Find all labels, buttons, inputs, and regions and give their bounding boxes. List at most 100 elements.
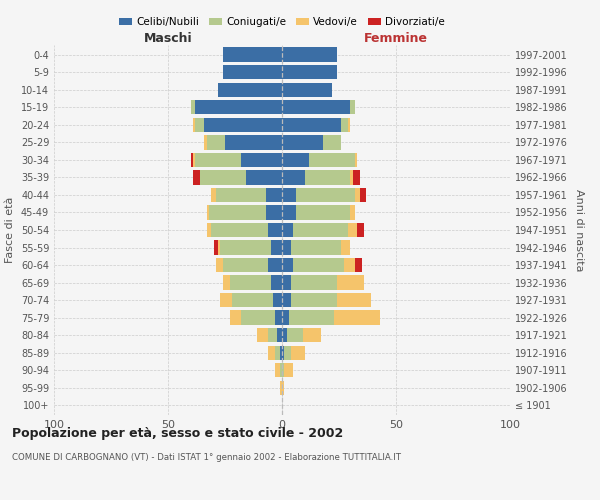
Bar	[266, 206, 282, 220]
Bar	[341, 240, 350, 254]
Bar	[200, 170, 245, 184]
Bar	[230, 310, 241, 325]
Bar	[211, 188, 216, 202]
Bar	[275, 346, 280, 360]
Bar	[293, 258, 344, 272]
Bar	[273, 293, 282, 308]
Bar	[289, 310, 334, 325]
Bar	[280, 380, 282, 395]
Bar	[282, 188, 296, 202]
Bar	[257, 328, 268, 342]
Bar	[196, 118, 205, 132]
Bar	[355, 258, 362, 272]
Bar	[223, 65, 282, 80]
Bar	[207, 135, 225, 150]
Bar	[266, 188, 282, 202]
Bar	[282, 380, 284, 395]
Bar	[241, 152, 282, 167]
Bar	[350, 100, 355, 114]
Bar	[205, 135, 207, 150]
Bar	[223, 276, 230, 290]
Bar	[310, 152, 355, 167]
Bar	[191, 152, 193, 167]
Bar	[282, 48, 337, 62]
Bar	[275, 310, 282, 325]
Bar	[282, 152, 310, 167]
Bar	[207, 206, 209, 220]
Bar	[348, 118, 350, 132]
Bar	[225, 135, 282, 150]
Bar	[305, 170, 350, 184]
Bar	[291, 293, 337, 308]
Bar	[216, 188, 266, 202]
Bar	[193, 152, 196, 167]
Bar	[337, 276, 364, 290]
Bar	[191, 100, 196, 114]
Bar	[282, 135, 323, 150]
Bar	[291, 346, 305, 360]
Text: Popolazione per età, sesso e stato civile - 2002: Popolazione per età, sesso e stato civil…	[12, 428, 343, 440]
Bar	[341, 118, 348, 132]
Bar	[268, 346, 275, 360]
Bar	[196, 100, 282, 114]
Bar	[282, 276, 291, 290]
Bar	[209, 206, 266, 220]
Bar	[223, 258, 268, 272]
Bar	[282, 258, 293, 272]
Bar	[282, 65, 337, 80]
Bar	[287, 328, 302, 342]
Bar	[280, 363, 282, 378]
Bar	[220, 293, 232, 308]
Bar	[282, 82, 332, 97]
Text: Femmine: Femmine	[364, 32, 428, 45]
Bar	[211, 223, 268, 237]
Bar	[268, 328, 277, 342]
Bar	[284, 346, 291, 360]
Bar	[268, 258, 282, 272]
Text: COMUNE DI CARBOGNANO (VT) - Dati ISTAT 1° gennaio 2002 - Elaborazione TUTTITALIA: COMUNE DI CARBOGNANO (VT) - Dati ISTAT 1…	[12, 452, 401, 462]
Bar	[296, 206, 350, 220]
Bar	[348, 223, 357, 237]
Bar	[284, 363, 293, 378]
Bar	[282, 118, 341, 132]
Y-axis label: Anni di nascita: Anni di nascita	[574, 188, 584, 271]
Bar	[277, 328, 282, 342]
Bar	[355, 188, 359, 202]
Bar	[323, 135, 341, 150]
Bar	[232, 293, 273, 308]
Bar	[337, 293, 371, 308]
Bar	[282, 223, 293, 237]
Bar	[282, 293, 291, 308]
Bar	[282, 100, 350, 114]
Bar	[205, 118, 282, 132]
Bar	[334, 310, 380, 325]
Bar	[271, 276, 282, 290]
Bar	[344, 258, 355, 272]
Bar	[268, 223, 282, 237]
Bar	[196, 152, 241, 167]
Bar	[353, 170, 359, 184]
Bar	[282, 346, 284, 360]
Bar	[193, 170, 200, 184]
Bar	[350, 206, 355, 220]
Bar	[359, 188, 367, 202]
Bar	[355, 152, 357, 167]
Bar	[282, 328, 287, 342]
Bar	[207, 223, 211, 237]
Bar	[220, 240, 271, 254]
Bar	[291, 240, 341, 254]
Bar	[282, 240, 291, 254]
Y-axis label: Fasce di età: Fasce di età	[5, 197, 15, 263]
Bar	[296, 188, 355, 202]
Bar	[293, 223, 348, 237]
Legend: Celibi/Nubili, Coniugati/e, Vedovi/e, Divorziati/e: Celibi/Nubili, Coniugati/e, Vedovi/e, Di…	[115, 12, 449, 31]
Bar	[280, 346, 282, 360]
Bar	[223, 48, 282, 62]
Bar	[218, 82, 282, 97]
Bar	[282, 363, 284, 378]
Bar	[282, 170, 305, 184]
Bar	[302, 328, 321, 342]
Bar	[230, 276, 271, 290]
Bar	[271, 240, 282, 254]
Bar	[214, 240, 218, 254]
